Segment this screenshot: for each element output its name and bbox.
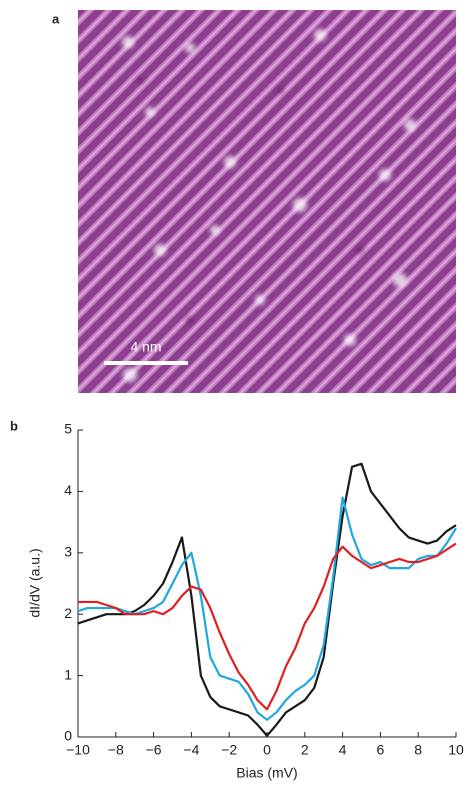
scale-bar-label: 4 nm [130,339,161,355]
y-tick-label: 0 [64,728,72,744]
x-tick-label: 2 [301,742,309,758]
data-line [77,462,457,737]
x-axis-label: Bias (mV) [236,765,297,781]
y-tick-label: 3 [64,544,72,560]
x-tick-label: −2 [221,742,237,758]
x-tick-label: −6 [146,742,162,758]
y-tick-label: 1 [64,666,72,682]
x-tick-label: 0 [263,742,271,758]
y-tick-label: 2 [64,605,72,621]
x-tick-label: 6 [377,742,385,758]
y-axis-label: dI/dV (a.u.) [27,548,43,617]
y-tick-label: 5 [64,421,72,437]
x-tick-label: −8 [108,742,124,758]
panel-label: b [10,418,18,433]
stm-image [78,10,456,393]
panel-label: a [52,11,60,26]
x-tick-label: −4 [183,742,199,758]
y-tick-label: 4 [64,482,72,498]
data-line [78,542,457,711]
data-line [77,496,457,721]
x-tick-label: 8 [414,742,422,758]
x-tick-label: −10 [66,742,90,758]
x-tick-label: 10 [448,742,464,758]
x-tick-label: 4 [339,742,347,758]
